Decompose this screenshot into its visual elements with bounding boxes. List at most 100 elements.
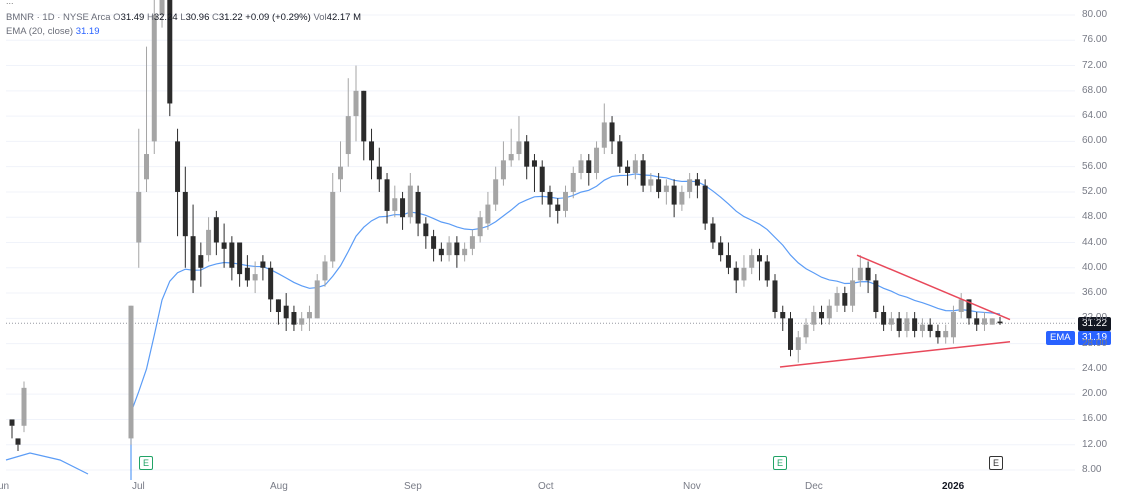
candle[interactable]: [252, 261, 258, 294]
candle[interactable]: [221, 223, 227, 268]
candle[interactable]: [376, 147, 382, 192]
candle[interactable]: [524, 135, 530, 180]
candle[interactable]: [353, 65, 359, 142]
candle[interactable]: [648, 172, 654, 192]
candle[interactable]: [198, 242, 204, 287]
candle[interactable]: [392, 185, 398, 218]
candle[interactable]: [718, 236, 724, 262]
candle[interactable]: [834, 286, 840, 313]
candle[interactable]: [423, 217, 429, 249]
candle[interactable]: [384, 172, 390, 224]
candle[interactable]: [516, 116, 522, 161]
candle[interactable]: [788, 312, 794, 357]
candle[interactable]: [330, 172, 336, 268]
earnings-marker-nov[interactable]: E: [773, 456, 787, 470]
candle[interactable]: [749, 248, 755, 275]
candle[interactable]: [369, 128, 375, 180]
candle[interactable]: [244, 255, 250, 287]
candle[interactable]: [881, 305, 887, 331]
candle[interactable]: [601, 103, 607, 155]
candle[interactable]: [485, 191, 491, 230]
candle[interactable]: [780, 305, 786, 331]
candle[interactable]: [9, 419, 15, 439]
candle[interactable]: [213, 210, 219, 256]
candle[interactable]: [904, 312, 910, 338]
symbol-label[interactable]: BMNR · 1D · NYSE Arca: [6, 12, 111, 23]
candle[interactable]: [431, 229, 437, 262]
candle[interactable]: [570, 166, 576, 199]
candle[interactable]: [950, 305, 956, 344]
candle[interactable]: [493, 166, 499, 211]
candle[interactable]: [741, 255, 747, 287]
candle[interactable]: [469, 229, 475, 256]
candle[interactable]: [345, 78, 351, 167]
candle[interactable]: [407, 172, 413, 224]
candle[interactable]: [322, 255, 328, 287]
candle[interactable]: [795, 330, 801, 363]
candle[interactable]: [306, 305, 312, 331]
candle[interactable]: [826, 299, 832, 325]
candle[interactable]: [136, 128, 142, 268]
candle[interactable]: [144, 46, 150, 192]
candle[interactable]: [167, 0, 173, 117]
candle[interactable]: [594, 141, 600, 180]
candle[interactable]: [454, 236, 460, 268]
candle[interactable]: [671, 179, 677, 218]
candle[interactable]: [438, 242, 444, 262]
candle[interactable]: [531, 154, 537, 192]
candle[interactable]: [640, 154, 646, 192]
ema-legend[interactable]: EMA (20, close) 31.19: [6, 26, 99, 37]
candle[interactable]: [578, 154, 584, 180]
candle[interactable]: [314, 274, 320, 319]
candle[interactable]: [182, 166, 188, 268]
candle[interactable]: [966, 299, 972, 325]
candle[interactable]: [772, 274, 778, 319]
candle[interactable]: [679, 185, 685, 211]
candle[interactable]: [865, 261, 871, 294]
candle[interactable]: [927, 318, 933, 338]
candle[interactable]: [508, 128, 514, 167]
candle[interactable]: [159, 0, 165, 28]
candle[interactable]: [268, 261, 274, 313]
candle[interactable]: [873, 274, 879, 319]
candle[interactable]: [764, 255, 770, 287]
candle[interactable]: [710, 217, 716, 249]
candle[interactable]: [337, 141, 343, 192]
candle[interactable]: [943, 324, 949, 344]
candle[interactable]: [462, 242, 468, 262]
candle[interactable]: [958, 293, 964, 319]
candle[interactable]: [819, 305, 825, 325]
candle[interactable]: [128, 305, 134, 445]
candle[interactable]: [21, 381, 27, 433]
candle[interactable]: [733, 261, 739, 294]
candle[interactable]: [850, 267, 856, 313]
candle[interactable]: [477, 210, 483, 243]
candle[interactable]: [974, 312, 980, 331]
candle[interactable]: [656, 172, 662, 199]
earnings-marker-2026[interactable]: E: [989, 456, 1003, 470]
candle[interactable]: [586, 154, 592, 186]
candle[interactable]: [625, 160, 631, 186]
candle[interactable]: [687, 172, 693, 199]
candle[interactable]: [811, 305, 817, 331]
candle[interactable]: [15, 438, 21, 452]
candle[interactable]: [981, 312, 987, 331]
candle[interactable]: [989, 318, 995, 325]
candle[interactable]: [400, 191, 406, 230]
candle[interactable]: [756, 248, 762, 281]
candle[interactable]: [415, 185, 421, 237]
candle[interactable]: [206, 217, 212, 262]
candle[interactable]: [446, 236, 452, 262]
candle[interactable]: [283, 293, 289, 331]
candle[interactable]: [857, 255, 863, 287]
candle[interactable]: [702, 179, 708, 230]
candle[interactable]: [888, 312, 894, 331]
candle[interactable]: [563, 185, 568, 218]
candle[interactable]: [275, 299, 281, 325]
candle[interactable]: [547, 185, 553, 218]
candle[interactable]: [237, 242, 243, 287]
candle[interactable]: [912, 312, 918, 338]
candle[interactable]: [260, 255, 266, 281]
candle[interactable]: [229, 236, 235, 281]
candle[interactable]: [500, 141, 506, 186]
